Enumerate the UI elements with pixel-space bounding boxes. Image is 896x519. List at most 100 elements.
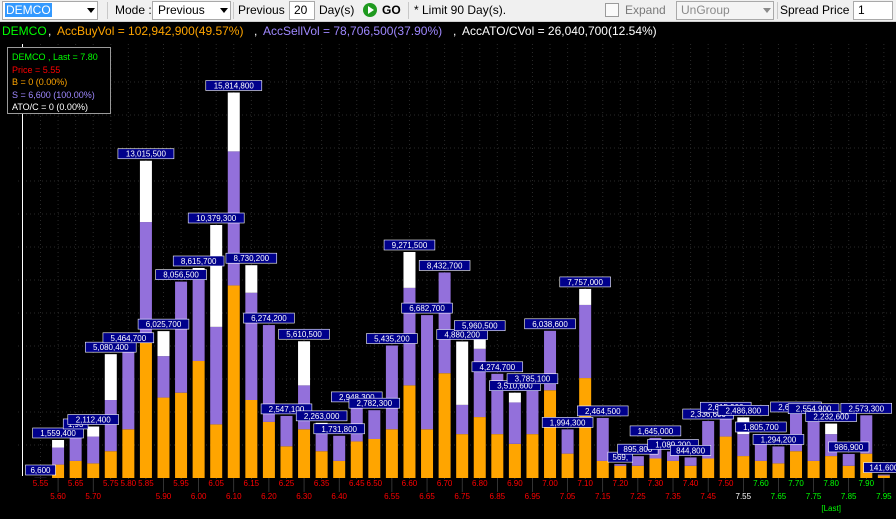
bar-segment-sell	[667, 451, 680, 461]
bar-value-label-box	[524, 318, 576, 330]
x-tick-label: 5.70	[85, 492, 101, 501]
bar-value-label: 3,785,100	[515, 375, 551, 384]
bar-segment-buy	[754, 460, 767, 478]
x-tick-label: 5.60	[50, 492, 66, 501]
bar-segment-atoc	[139, 160, 152, 223]
bar-value-label-box	[25, 464, 56, 476]
x-tick-label: 6.20	[261, 492, 277, 501]
x-tick-label: 6.25	[279, 479, 295, 488]
bar-segment-sell	[368, 410, 381, 439]
bar-segment-atoc	[157, 331, 170, 357]
toolbar: DEMCO Mode : Previous Previous : 20 Day(…	[0, 0, 896, 22]
legend-sell: S = 6,600 (100.00%)	[12, 89, 95, 100]
bar-segment-sell	[772, 446, 785, 464]
bar-value-label-box	[805, 411, 857, 422]
bar-segment-atoc	[579, 288, 592, 305]
bar-value-label-box	[278, 328, 330, 340]
bar-value-label: 8,615,700	[181, 257, 217, 266]
summary-sep: ,	[453, 24, 457, 38]
x-tick-label: 7.55	[736, 492, 752, 501]
x-tick-label: 7.65	[771, 492, 787, 501]
bar-value-label: 15,814,800	[214, 82, 255, 91]
bar-value-label-box	[471, 361, 524, 373]
bar-value-label: 5,464,700	[111, 334, 147, 343]
bar-value-label: 6,600	[30, 466, 51, 475]
bar-segment-sell	[790, 413, 803, 452]
x-tick-label: 5.90	[156, 492, 172, 501]
x-tick-label: 6.40	[331, 492, 347, 501]
bar-value-label-box	[67, 414, 119, 425]
bar-value-label-box	[541, 417, 594, 428]
bar-value-label: 8,056,500	[163, 271, 199, 280]
x-tick-label: 6.55	[384, 492, 400, 501]
bar-segment-atoc	[403, 252, 416, 288]
mode-label: Mode :	[115, 3, 152, 17]
x-tick-label: 7.85	[841, 492, 857, 501]
summary-sep: ,	[48, 24, 52, 38]
bar-segment-sell	[737, 434, 750, 457]
bar-value-label-box	[366, 333, 418, 344]
play-icon	[363, 3, 377, 17]
volume-by-price-chart[interactable]: 6,6001,559,4001,932,112,4005,080,4005,46…	[0, 40, 896, 519]
x-tick-label: 7.45	[700, 492, 716, 501]
chevron-down-icon[interactable]	[763, 8, 771, 13]
bar-value-label: 2,112,400	[76, 416, 112, 425]
legend-price: Price = 5.55	[12, 64, 61, 75]
bar-segment-buy	[737, 456, 750, 478]
bar-value-label: 2,554,900	[796, 405, 832, 414]
legend-atoc: ATO/C = 0 (0.00%)	[12, 102, 88, 112]
previous-days-input[interactable]: 20	[289, 1, 315, 20]
chevron-down-icon[interactable]	[220, 8, 228, 13]
bar-value-label-box	[735, 421, 787, 433]
bar-segment-sell	[842, 453, 855, 466]
bar-value-label-box	[32, 427, 84, 439]
bar-segment-atoc	[245, 265, 258, 293]
bar-value-label: 6,274,200	[251, 314, 287, 323]
bar-value-label: 569,	[613, 453, 629, 462]
bar-value-label: 2,464,500	[585, 407, 621, 416]
bar-segment-sell	[421, 315, 434, 430]
x-tick-label: 7.05	[560, 492, 576, 501]
x-tick-label: 6.10	[226, 492, 242, 501]
go-button[interactable]: GO	[360, 1, 404, 20]
mode-combo[interactable]: Previous	[152, 1, 231, 20]
summary-acc-buy: AccBuyVol = 102,942,900(49.57%)	[57, 24, 244, 38]
bar-segment-buy	[561, 453, 574, 478]
bar-segment-atoc	[52, 439, 65, 448]
separator	[233, 2, 234, 19]
bar-value-label: 4,880,200	[444, 331, 480, 340]
bar-segment-buy	[842, 465, 855, 478]
bar-value-label: 7,757,000	[567, 278, 603, 287]
bar-segment-buy	[157, 397, 170, 478]
symbol-combo[interactable]: DEMCO	[2, 1, 98, 20]
bar-value-label: 1,294,200	[761, 435, 797, 444]
x-tick-label: 7.40	[683, 479, 699, 488]
bar-segment-buy	[684, 465, 697, 478]
bar-segment-buy	[245, 400, 258, 478]
expand-button[interactable]: Expand	[601, 0, 669, 21]
spread-price-input[interactable]: 1	[853, 1, 893, 20]
bar-segment-sell	[280, 415, 293, 447]
bar-segment-sell	[350, 404, 363, 442]
limit-note: * Limit 90 Day(s).	[414, 3, 507, 17]
bar-value-label-box	[717, 405, 770, 416]
legend-buy: B = 0 (0.00%)	[12, 77, 68, 87]
bar-segment-sell	[139, 222, 152, 342]
bar-segment-buy	[473, 417, 486, 478]
bar-value-label-box	[260, 403, 313, 415]
bar-segment-sell	[473, 348, 486, 418]
x-tick-label: 6.30	[296, 492, 312, 501]
bar-value-label: 4,274,700	[480, 363, 516, 372]
bar-value-label-box	[454, 320, 506, 332]
chevron-down-icon[interactable]	[87, 8, 95, 13]
bar-segment-sell	[561, 429, 574, 454]
x-tick-label: 6.70	[437, 479, 453, 488]
x-tick-label: 7.70	[788, 479, 804, 488]
bar-value-label-box	[559, 276, 611, 288]
bar-segment-sell	[175, 281, 188, 393]
previous-days-value: 20	[294, 3, 308, 17]
group-combo[interactable]: UnGroup	[676, 1, 774, 20]
bar-segment-buy	[456, 434, 469, 478]
bar-value-label-box	[577, 405, 629, 417]
spread-price-value: 1	[858, 3, 865, 17]
